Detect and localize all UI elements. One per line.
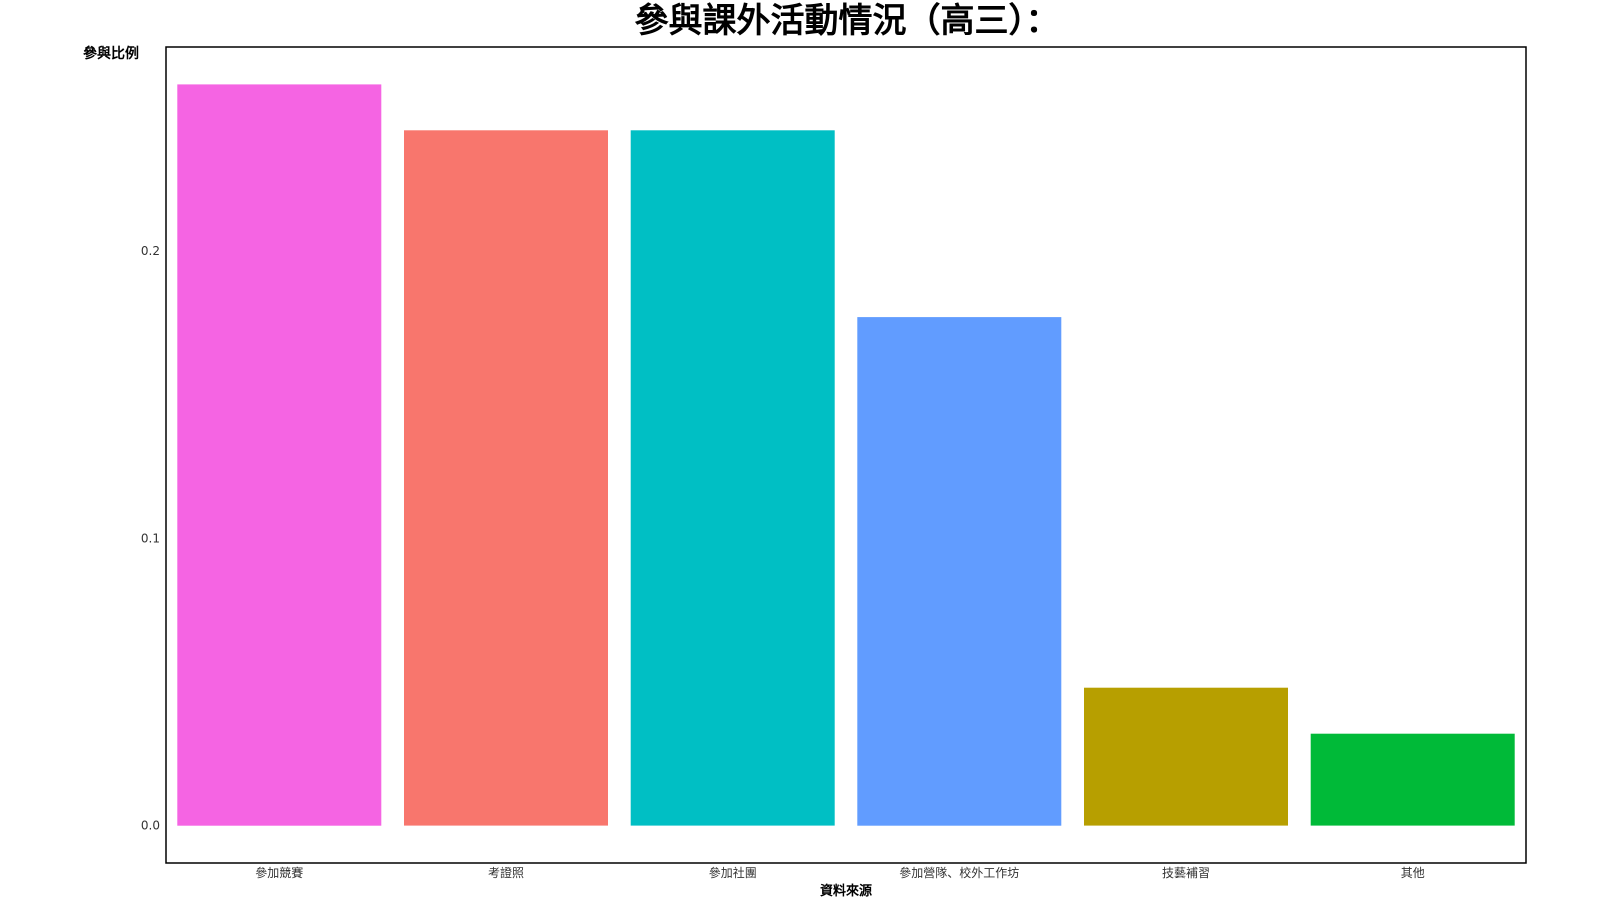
x-tick-label: 參加競賽 — [255, 865, 303, 880]
bar-3 — [857, 317, 1062, 826]
bar-5 — [1310, 733, 1515, 826]
x-tick-labels: 參加競賽 考證照 參加社團 參加營隊、校外工作坊 技藝補習 其他 — [255, 865, 1424, 880]
bar-0 — [177, 84, 382, 826]
y-tick-label: 0.0 — [141, 819, 160, 833]
x-axis-title: 資料來源 — [820, 883, 872, 899]
x-tick-label: 參加營隊、校外工作坊 — [899, 865, 1019, 880]
bar-4 — [1084, 687, 1288, 826]
bars-group — [177, 84, 1515, 826]
x-tick-label: 參加社團 — [709, 865, 757, 880]
x-tick-label: 技藝補習 — [1162, 866, 1210, 880]
chart-title: 參與課外活動情況（高三）： — [635, 1, 1060, 41]
y-tick-label: 0.2 — [141, 244, 160, 258]
bar-1 — [404, 130, 608, 826]
y-axis-title: 參與比例 — [83, 45, 139, 62]
y-tick-label: 0.1 — [141, 531, 160, 545]
plot-area-frame — [165, 46, 1527, 864]
bar-2 — [630, 130, 835, 826]
x-tick-label: 其他 — [1401, 866, 1425, 880]
x-tick-label: 考證照 — [488, 865, 524, 880]
y-tick-labels: 0.0 0.1 0.2 — [141, 244, 160, 833]
